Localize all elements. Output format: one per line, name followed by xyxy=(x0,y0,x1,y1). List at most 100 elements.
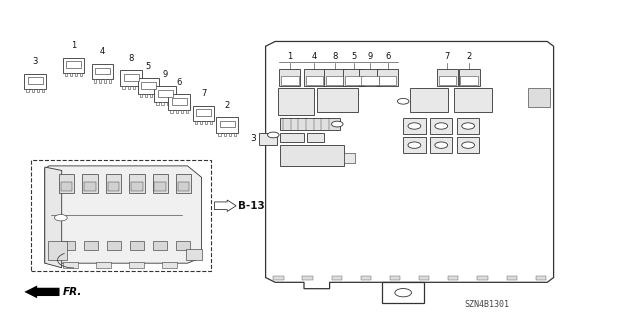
Bar xyxy=(280,118,340,130)
Bar xyxy=(430,137,452,153)
Bar xyxy=(282,76,298,85)
Bar xyxy=(380,76,397,85)
Bar xyxy=(122,86,125,89)
Bar xyxy=(280,69,301,86)
Text: 5: 5 xyxy=(351,52,356,61)
Polygon shape xyxy=(24,286,60,298)
Bar xyxy=(430,118,452,134)
Text: 4: 4 xyxy=(100,48,105,56)
Bar xyxy=(170,110,173,113)
Bar xyxy=(390,276,400,280)
Bar xyxy=(155,94,157,97)
Bar xyxy=(403,137,426,153)
Text: 2: 2 xyxy=(467,52,472,61)
Bar xyxy=(180,110,183,113)
Text: 6: 6 xyxy=(177,78,182,87)
Bar xyxy=(99,79,101,83)
Bar xyxy=(176,241,190,250)
Bar xyxy=(162,262,177,268)
Bar xyxy=(458,69,480,86)
Bar xyxy=(303,276,313,280)
Bar xyxy=(176,174,191,193)
Bar xyxy=(360,69,380,86)
Bar xyxy=(75,73,77,77)
Bar xyxy=(344,69,365,86)
Text: 8: 8 xyxy=(129,54,134,63)
Bar xyxy=(403,118,426,134)
Bar xyxy=(120,70,142,86)
Bar xyxy=(84,182,96,191)
Bar xyxy=(153,241,167,250)
Bar xyxy=(93,79,96,83)
Circle shape xyxy=(54,215,67,221)
Bar xyxy=(108,182,119,191)
Bar xyxy=(132,86,135,89)
Text: 2: 2 xyxy=(225,101,230,110)
Bar xyxy=(304,69,325,86)
Bar xyxy=(178,182,189,191)
Circle shape xyxy=(462,142,474,148)
Bar xyxy=(186,110,188,113)
Bar xyxy=(528,88,550,107)
Circle shape xyxy=(397,98,409,104)
Bar xyxy=(150,94,152,97)
Bar xyxy=(210,121,212,124)
Text: 6: 6 xyxy=(385,52,390,61)
Bar xyxy=(223,133,226,136)
Bar xyxy=(65,73,67,77)
Bar xyxy=(140,94,142,97)
Bar xyxy=(186,249,202,260)
Bar xyxy=(131,182,143,191)
Text: 1: 1 xyxy=(287,52,292,61)
Bar xyxy=(36,89,39,93)
Bar xyxy=(80,73,83,77)
Bar xyxy=(457,137,479,153)
Bar xyxy=(48,241,67,260)
Bar xyxy=(457,118,479,134)
Bar xyxy=(317,88,358,112)
Bar xyxy=(361,76,379,85)
Bar xyxy=(157,90,173,97)
Polygon shape xyxy=(383,282,424,303)
Bar xyxy=(536,276,546,280)
Bar xyxy=(172,102,174,105)
Bar xyxy=(273,276,284,280)
Bar xyxy=(306,76,323,85)
Bar xyxy=(195,121,197,124)
Text: 3: 3 xyxy=(33,57,38,66)
Text: 3: 3 xyxy=(250,134,256,143)
Bar xyxy=(154,182,166,191)
Text: 7: 7 xyxy=(201,89,206,98)
Bar xyxy=(361,276,371,280)
Text: 9: 9 xyxy=(163,70,168,79)
Bar xyxy=(461,76,478,85)
Bar xyxy=(63,262,78,268)
Bar xyxy=(104,79,106,83)
Bar xyxy=(31,89,34,93)
Bar xyxy=(129,262,144,268)
Text: 7: 7 xyxy=(445,52,450,61)
Bar xyxy=(24,74,46,89)
Bar xyxy=(454,88,492,112)
Bar xyxy=(96,262,111,268)
Circle shape xyxy=(268,132,279,138)
Bar xyxy=(175,110,178,113)
Polygon shape xyxy=(266,41,554,289)
Bar xyxy=(193,106,214,121)
Text: 5: 5 xyxy=(146,62,151,71)
Bar xyxy=(448,276,458,280)
Bar xyxy=(410,88,448,112)
Bar xyxy=(218,133,221,136)
Bar xyxy=(138,78,159,94)
Bar xyxy=(66,62,81,68)
Bar xyxy=(28,78,43,84)
Bar xyxy=(324,69,346,86)
Bar xyxy=(259,133,277,145)
Bar xyxy=(107,241,121,250)
Text: 1: 1 xyxy=(71,41,76,50)
Circle shape xyxy=(408,123,421,129)
Bar xyxy=(154,86,176,102)
Bar xyxy=(172,98,187,105)
Bar xyxy=(130,241,144,250)
Polygon shape xyxy=(45,167,61,268)
